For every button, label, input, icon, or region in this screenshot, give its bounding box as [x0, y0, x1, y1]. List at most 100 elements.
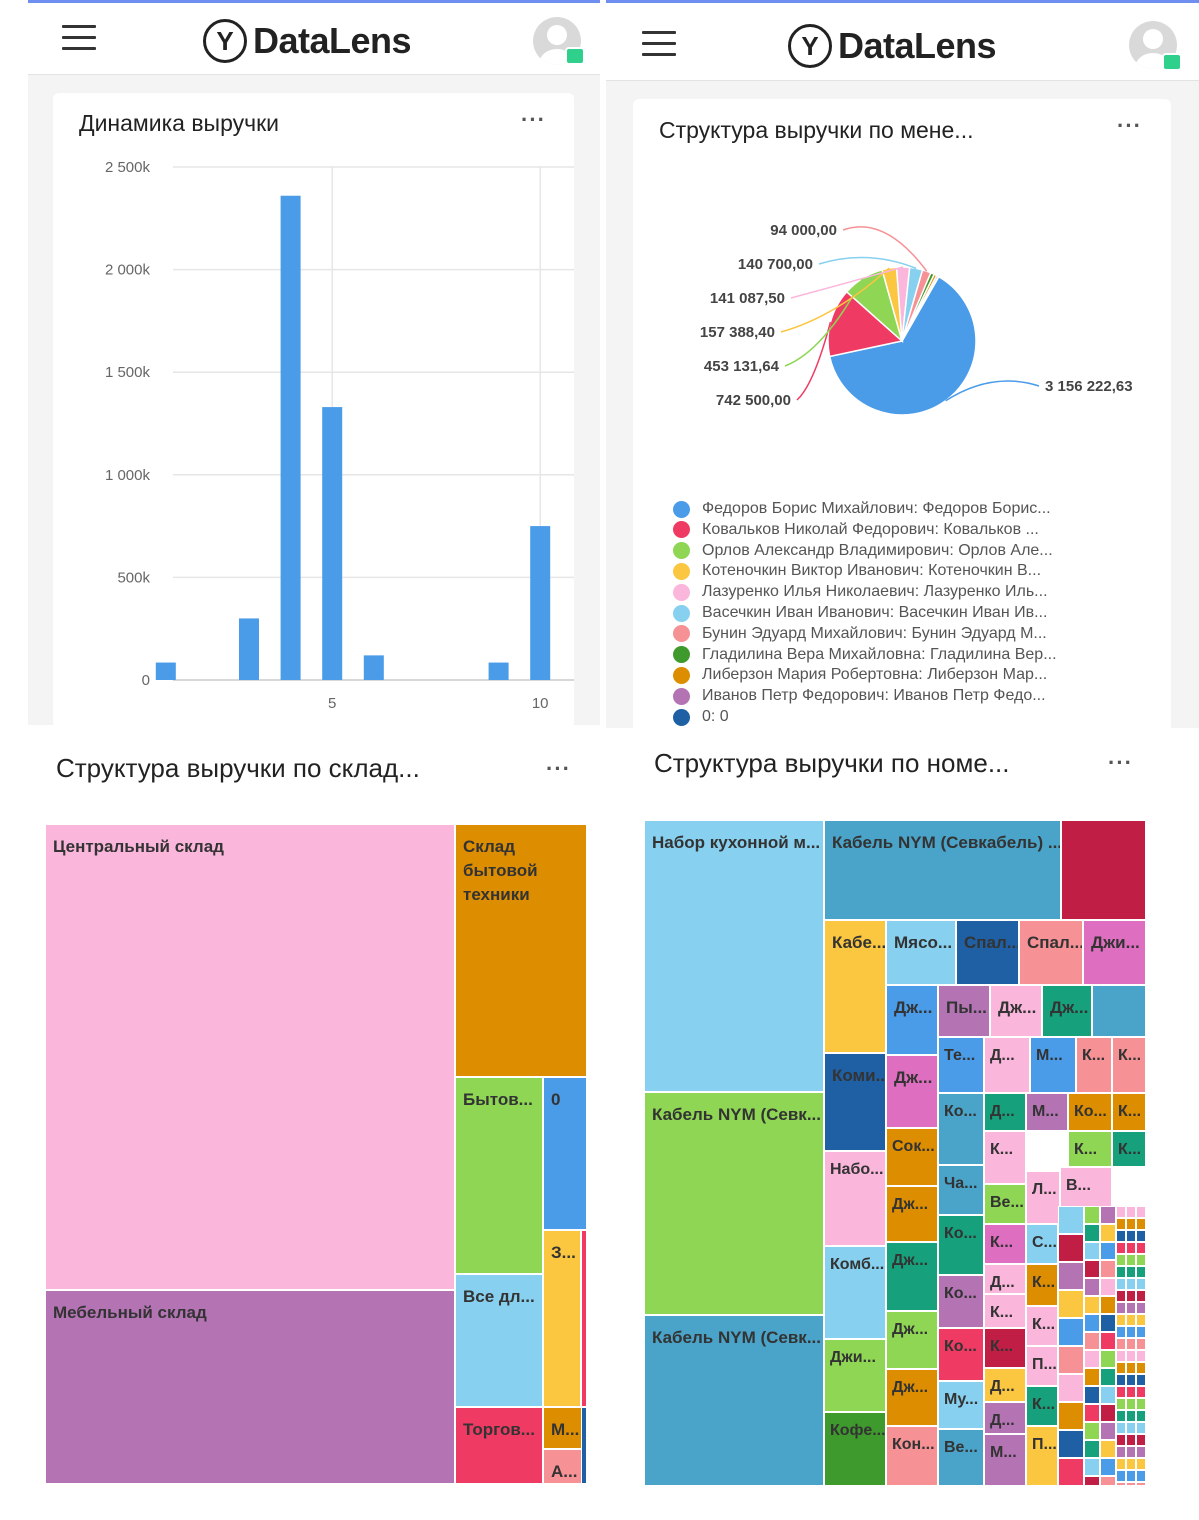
treemap-cell[interactable]: [1136, 1398, 1146, 1410]
treemap-cell[interactable]: Дж...: [886, 1186, 938, 1242]
treemap-cell[interactable]: [1116, 1410, 1126, 1422]
treemap-cell[interactable]: Бытов...: [455, 1077, 543, 1274]
treemap-cell[interactable]: Ве...: [938, 1429, 984, 1486]
treemap-cell[interactable]: К...: [984, 1294, 1026, 1328]
treemap-cell[interactable]: [1100, 1206, 1116, 1224]
treemap-cell[interactable]: [1100, 1296, 1116, 1314]
treemap-cell[interactable]: [1126, 1242, 1136, 1254]
treemap-cell[interactable]: Набор кухонной м...: [644, 820, 824, 1092]
legend-item[interactable]: Гладилина Вера Михайловна: Гладилина Вер…: [673, 645, 1057, 665]
treemap-cell[interactable]: [1126, 1326, 1136, 1338]
treemap-cell[interactable]: [1136, 1230, 1146, 1242]
treemap-cell[interactable]: [1100, 1440, 1116, 1458]
treemap-cell[interactable]: [1100, 1422, 1116, 1440]
treemap-cell[interactable]: К...: [1112, 1037, 1146, 1093]
treemap-cell[interactable]: [1136, 1326, 1146, 1338]
treemap-cell[interactable]: [1126, 1302, 1136, 1314]
legend-item[interactable]: Котеночкин Виктор Иванович: Котеночкин В…: [673, 561, 1041, 581]
more-menu-icon[interactable]: ···: [521, 107, 546, 132]
treemap-cell[interactable]: [1061, 820, 1146, 920]
treemap-cell[interactable]: [1116, 1338, 1126, 1350]
treemap-cell[interactable]: [1126, 1362, 1136, 1374]
treemap-cell[interactable]: [1136, 1470, 1146, 1482]
treemap-cell[interactable]: К...: [1076, 1037, 1112, 1093]
treemap-cell[interactable]: Кабе...: [824, 920, 886, 1053]
treemap-cell[interactable]: [1136, 1458, 1146, 1470]
treemap-cell[interactable]: [1116, 1386, 1126, 1398]
treemap-cell[interactable]: [1126, 1422, 1136, 1434]
treemap-cell[interactable]: [1126, 1470, 1136, 1482]
treemap-cell[interactable]: [1058, 1318, 1084, 1346]
treemap-cell[interactable]: Набо...: [824, 1151, 886, 1246]
treemap-cell[interactable]: [1058, 1290, 1084, 1318]
treemap-cell[interactable]: К...: [1068, 1131, 1112, 1167]
treemap-cell[interactable]: [1092, 985, 1146, 1037]
legend-item[interactable]: 0: 0: [673, 707, 729, 727]
treemap-cell[interactable]: [1136, 1422, 1146, 1434]
treemap-cell[interactable]: Ко...: [938, 1275, 984, 1328]
treemap-cell[interactable]: Ко...: [1068, 1093, 1112, 1131]
treemap-cell[interactable]: Ча...: [938, 1165, 984, 1215]
treemap-cell[interactable]: [1116, 1326, 1126, 1338]
treemap-cell[interactable]: Д...: [984, 1402, 1026, 1434]
treemap-cell[interactable]: [1116, 1434, 1126, 1446]
treemap-cell[interactable]: [581, 1407, 587, 1484]
treemap-cell[interactable]: Мебельный склад: [45, 1290, 455, 1484]
treemap-cell[interactable]: Д...: [984, 1368, 1026, 1402]
treemap-cell[interactable]: П...: [1026, 1346, 1058, 1386]
treemap-cell[interactable]: [1126, 1338, 1136, 1350]
treemap-cell[interactable]: [1116, 1482, 1126, 1486]
treemap-cell[interactable]: Коми...: [824, 1053, 886, 1151]
treemap-cell[interactable]: [1116, 1206, 1126, 1218]
treemap-cell[interactable]: [1084, 1476, 1100, 1486]
treemap-cell[interactable]: [1116, 1446, 1126, 1458]
treemap-cell[interactable]: [1136, 1482, 1146, 1486]
treemap-cell[interactable]: 0: [543, 1077, 587, 1230]
treemap-cell[interactable]: Пы...: [938, 985, 990, 1037]
treemap-cell[interactable]: [1136, 1254, 1146, 1266]
treemap-cell[interactable]: М...: [543, 1407, 587, 1449]
treemap-cell[interactable]: П...: [1026, 1426, 1058, 1486]
treemap-cell[interactable]: Спал...: [1019, 920, 1083, 985]
treemap-cell[interactable]: З...: [543, 1230, 581, 1407]
treemap-cell[interactable]: Комб...: [824, 1246, 886, 1339]
legend-item[interactable]: Иванов Петр Федорович: Иванов Петр Федо.…: [673, 686, 1046, 706]
treemap-cell[interactable]: [1126, 1314, 1136, 1326]
treemap-cell[interactable]: [1100, 1368, 1116, 1386]
legend-item[interactable]: Орлов Александр Владимирович: Орлов Але.…: [673, 541, 1053, 561]
treemap-cell[interactable]: [1136, 1266, 1146, 1278]
treemap-cell[interactable]: К...: [1026, 1264, 1058, 1306]
treemap-cell[interactable]: [1136, 1314, 1146, 1326]
legend-item[interactable]: Бунин Эдуард Михайлович: Бунин Эдуард М.…: [673, 624, 1047, 644]
treemap-cell[interactable]: [1100, 1332, 1116, 1350]
treemap-cell[interactable]: [1126, 1374, 1136, 1386]
treemap-cell[interactable]: Ве...: [984, 1184, 1026, 1224]
treemap-cell[interactable]: [1100, 1476, 1116, 1486]
treemap-cell[interactable]: Кофе...: [824, 1412, 886, 1486]
treemap-cell[interactable]: [1136, 1362, 1146, 1374]
treemap-cell[interactable]: К...: [984, 1328, 1026, 1368]
treemap-cell[interactable]: [1058, 1430, 1084, 1458]
treemap-cell[interactable]: М...: [1026, 1093, 1068, 1131]
treemap-cell[interactable]: Ко...: [938, 1215, 984, 1275]
treemap-cell[interactable]: [1084, 1404, 1100, 1422]
treemap-cell[interactable]: М...: [984, 1434, 1026, 1486]
treemap-cell[interactable]: Дж...: [886, 1242, 938, 1311]
treemap-cell[interactable]: М...: [1030, 1037, 1076, 1093]
treemap-cell[interactable]: [1136, 1278, 1146, 1290]
treemap-cell[interactable]: [1084, 1350, 1100, 1368]
more-menu-icon[interactable]: ···: [1117, 113, 1142, 138]
treemap-cell[interactable]: [1116, 1422, 1126, 1434]
treemap-cell[interactable]: Д...: [984, 1093, 1026, 1131]
treemap-cell[interactable]: К...: [1112, 1093, 1146, 1131]
treemap-cell[interactable]: Склад бытовой техники: [455, 824, 587, 1077]
treemap-cell[interactable]: Кабель NYM (Севк...: [644, 1315, 824, 1486]
treemap-cell[interactable]: [1126, 1482, 1136, 1486]
treemap-cell[interactable]: [1126, 1206, 1136, 1218]
treemap-cell[interactable]: [1126, 1434, 1136, 1446]
treemap-cell[interactable]: Ко...: [938, 1093, 984, 1165]
treemap-cell[interactable]: [1126, 1290, 1136, 1302]
treemap-cell[interactable]: Кон...: [886, 1426, 938, 1486]
treemap-cell[interactable]: [1100, 1242, 1116, 1260]
treemap-cell[interactable]: [1058, 1234, 1084, 1262]
